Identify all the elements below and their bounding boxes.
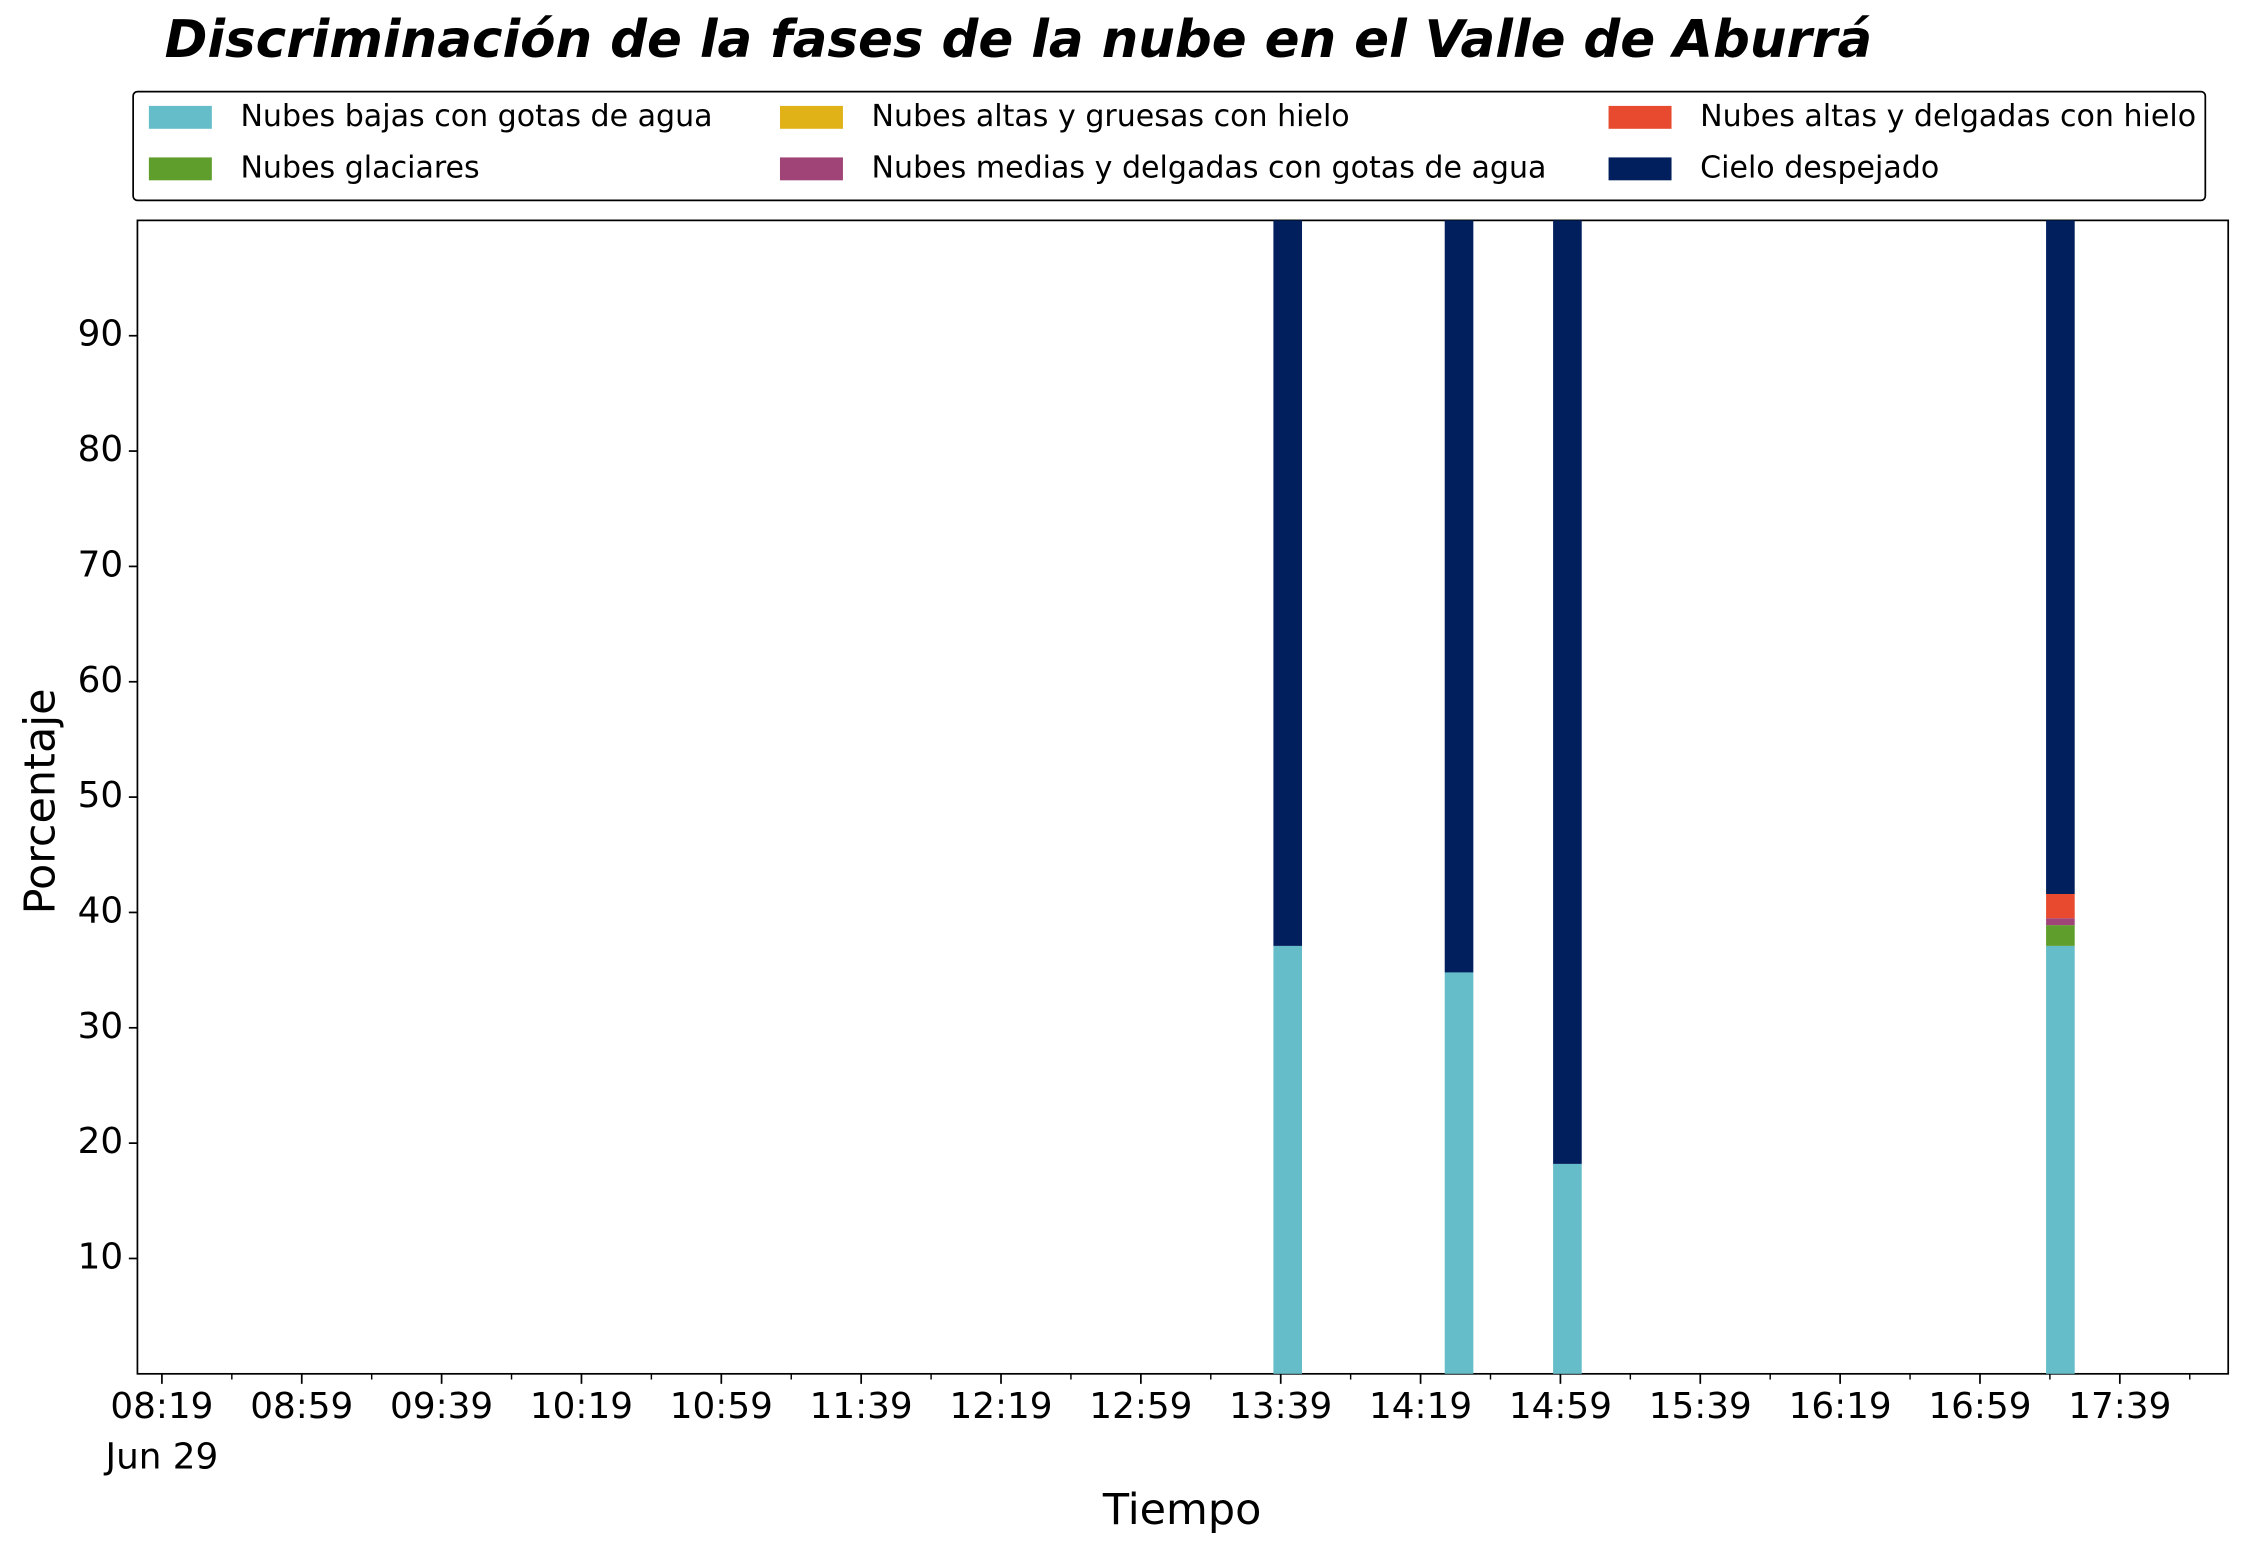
legend-label: Nubes bajas con gotas de agua bbox=[240, 99, 712, 134]
y-axis-label: Porcentaje bbox=[15, 688, 65, 914]
y-tick-label: 80 bbox=[78, 429, 124, 470]
bar-segment bbox=[2046, 925, 2075, 946]
y-tick-label: 50 bbox=[78, 775, 124, 816]
x-tick-label: 14:59 bbox=[1509, 1386, 1612, 1427]
legend-label: Cielo despejado bbox=[1700, 150, 1939, 185]
bar-segment bbox=[1553, 1163, 1582, 1374]
y-tick-label: 90 bbox=[78, 314, 124, 355]
plot-frame bbox=[136, 219, 2230, 1375]
bar-segment bbox=[2046, 220, 2075, 894]
bar-segment bbox=[1444, 972, 1474, 1374]
legend-swatch bbox=[148, 157, 212, 181]
y-tick-label: 70 bbox=[78, 544, 124, 585]
legend-label: Nubes altas y delgadas con hielo bbox=[1700, 99, 2196, 134]
bar-segment bbox=[2046, 945, 2075, 1374]
legend-swatch bbox=[779, 105, 843, 129]
x-axis-label: Tiempo bbox=[1102, 1485, 1262, 1535]
x-tick-label: 11:39 bbox=[810, 1386, 913, 1427]
y-tick-label: 10 bbox=[78, 1236, 124, 1277]
x-date-label: Jun 29 bbox=[104, 1436, 219, 1477]
y-tick-label: 60 bbox=[78, 660, 124, 701]
chart-title: Discriminación de la fases de la nube en… bbox=[165, 10, 1872, 70]
x-tick-label: 08:19 bbox=[110, 1386, 213, 1427]
bar-segment bbox=[1273, 945, 1303, 1374]
x-tick-label: 16:19 bbox=[1789, 1386, 1892, 1427]
x-tick-label: 14:19 bbox=[1369, 1386, 1472, 1427]
x-tick-label: 08:59 bbox=[250, 1386, 353, 1427]
bar-segment bbox=[1444, 220, 1474, 973]
x-tick-label: 16:59 bbox=[1928, 1386, 2031, 1427]
bar-segment bbox=[1553, 220, 1582, 1164]
x-tick-label: 15:39 bbox=[1649, 1386, 1752, 1427]
x-tick-label: 13:39 bbox=[1229, 1386, 1332, 1427]
legend-label: Nubes glaciares bbox=[240, 150, 479, 185]
y-tick-label: 20 bbox=[78, 1121, 124, 1162]
bar-segment bbox=[2046, 893, 2075, 919]
legend-swatch bbox=[148, 105, 212, 129]
y-tick-label: 40 bbox=[78, 890, 124, 931]
legend-box bbox=[132, 90, 2207, 202]
legend-label: Nubes altas y gruesas con hielo bbox=[872, 99, 1350, 134]
x-tick-label: 17:39 bbox=[2068, 1386, 2171, 1427]
legend-swatch bbox=[779, 157, 843, 181]
bar-segment bbox=[2046, 918, 2075, 926]
x-tick-label: 10:59 bbox=[670, 1386, 773, 1427]
x-tick-label: 12:59 bbox=[1089, 1386, 1192, 1427]
x-tick-label: 12:19 bbox=[949, 1386, 1052, 1427]
legend-label: Nubes medias y delgadas con gotas de agu… bbox=[872, 150, 1547, 185]
y-tick-label: 30 bbox=[78, 1006, 124, 1047]
legend-swatch bbox=[1608, 157, 1672, 181]
x-tick-label: 10:19 bbox=[530, 1386, 633, 1427]
bar-segment bbox=[1273, 220, 1303, 946]
legend-swatch bbox=[1608, 105, 1672, 129]
x-tick-label: 09:39 bbox=[390, 1386, 493, 1427]
